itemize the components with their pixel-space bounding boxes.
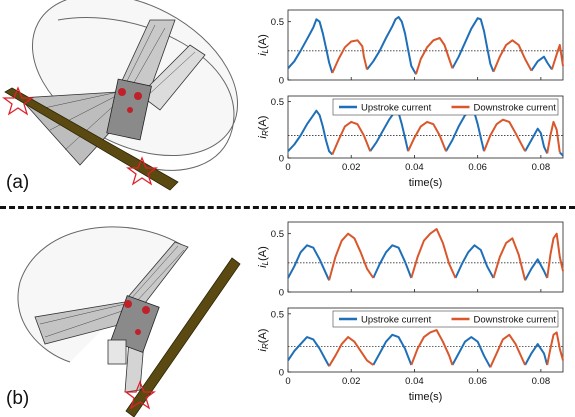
upstroke-series-line (530, 55, 553, 72)
plot-frame (287, 307, 564, 373)
x-tick-label: 0.04 (405, 376, 424, 387)
upstroke-series-line (366, 16, 417, 75)
stroke-plane-ellipse (17, 226, 186, 363)
legend-box (332, 310, 559, 328)
downstroke-series-line (483, 118, 526, 152)
legend-label: Downstroke current (474, 315, 557, 326)
upstroke-series-line (451, 17, 495, 73)
x-tick-label: 0.04 (405, 162, 424, 173)
y-tick-label: 0 (279, 76, 284, 87)
downstroke-series-line (328, 232, 375, 281)
downstroke-series-line (489, 333, 527, 368)
x-axis-label: time(s) (409, 177, 443, 189)
panel-label-b: (b) (6, 388, 30, 409)
upstroke-series-line (372, 333, 413, 366)
plot-frame (287, 9, 564, 81)
plot-frame (287, 221, 564, 293)
upstroke-series-line (287, 109, 334, 156)
y-tick-label: 0 (279, 288, 284, 299)
y-axis-label: iR(A) (257, 329, 270, 352)
robot-illustration-b (17, 226, 241, 417)
x-tick-label: 0 (285, 162, 290, 173)
y-tick-label: 0.5 (271, 17, 284, 28)
y-tick-label: 0 (279, 154, 284, 165)
y-tick-label: 0.5 (271, 97, 284, 108)
right-wing (139, 44, 206, 111)
x-tick-label: 0 (285, 376, 290, 387)
y-axis-label: iR(A) (257, 116, 270, 139)
battery-pack (107, 339, 127, 365)
upstroke-series-line (524, 258, 549, 281)
panel-a: (a) 0 0.5 iL(A) 0 0.5 0 0.02 0.04 0.06 0.08 time(… (0, 0, 575, 203)
downstroke-series-line (546, 232, 564, 279)
downstroke-series-line (550, 44, 564, 70)
downstroke-series-line (328, 336, 374, 367)
upstroke-series-line (287, 336, 330, 367)
y-tick-label: 0.5 (271, 229, 284, 240)
downstroke-series-line (410, 228, 457, 279)
y-axis-label: iL(A) (257, 246, 270, 268)
upstroke-series-line (524, 343, 549, 366)
panel-label-a: (a) (6, 172, 30, 193)
upstroke-series-line (372, 244, 413, 279)
downstroke-series-line (410, 329, 454, 366)
x-tick-label: 0.02 (342, 162, 361, 173)
chart-b-left-current: 0 0.5iL(A) (257, 221, 564, 299)
x-tick-label: 0.06 (468, 376, 487, 387)
upstroke-series-line (287, 244, 331, 281)
downstroke-series-line (407, 120, 447, 152)
upstroke-series-line (445, 109, 485, 152)
upstroke-series-line (451, 336, 492, 368)
downstroke-series-line (546, 120, 561, 154)
chart-a-left-current: 0 0.5iL(A) (257, 9, 564, 87)
legend-label: Downstroke current (474, 103, 557, 114)
plot-frame (287, 95, 564, 159)
mounting-rod (4, 87, 179, 191)
upstroke-series-line (559, 151, 564, 157)
panel-b: (b) 0 0.5 iL(A) 0 0.5 0 0.02 0.04 0.06 0.08 time(… (0, 212, 575, 417)
chart-b-right-current: 0 0.5 0 0.02 0.04 0.06 0.08 time(s) iR(A) Upstrok… (257, 307, 564, 403)
y-axis-label: iL(A) (257, 34, 270, 56)
panel-divider (0, 206, 575, 209)
chart-a-right-current: 0 0.5 0 0.02 0.04 0.06 0.08 time(s) iR(A) Upstrok… (257, 95, 564, 189)
legend-label: Upstroke current (361, 315, 432, 326)
y-tick-label: 0 (279, 368, 284, 379)
stroke-plane-rim (57, 17, 235, 171)
x-tick-label: 0.02 (342, 376, 361, 387)
downstroke-series-line (331, 39, 368, 74)
hinge-marker-icon (124, 380, 156, 410)
mounting-rod (125, 257, 241, 417)
downstroke-series-line (415, 37, 454, 75)
downstroke-series-line (331, 120, 372, 155)
upstroke-series-line (287, 18, 334, 74)
x-tick-label: 0.08 (532, 162, 551, 173)
downstroke-series-line (492, 39, 533, 73)
legend-label: Upstroke current (361, 103, 432, 114)
downstroke-series-line (492, 237, 527, 281)
upstroke-series-line (369, 109, 410, 152)
hinge-marker-icon (2, 86, 34, 116)
hinge-marker-icon (126, 156, 158, 186)
downstroke-series-line (546, 331, 564, 366)
x-tick-label: 0.08 (532, 376, 551, 387)
upstroke-series-line (454, 244, 495, 279)
upstroke-series-line (524, 127, 549, 154)
x-tick-label: 0.06 (468, 162, 487, 173)
x-axis-label: time(s) (409, 391, 443, 403)
legend-box (332, 98, 559, 116)
robot-illustration-a (2, 0, 239, 191)
y-tick-label: 0.5 (271, 309, 284, 320)
